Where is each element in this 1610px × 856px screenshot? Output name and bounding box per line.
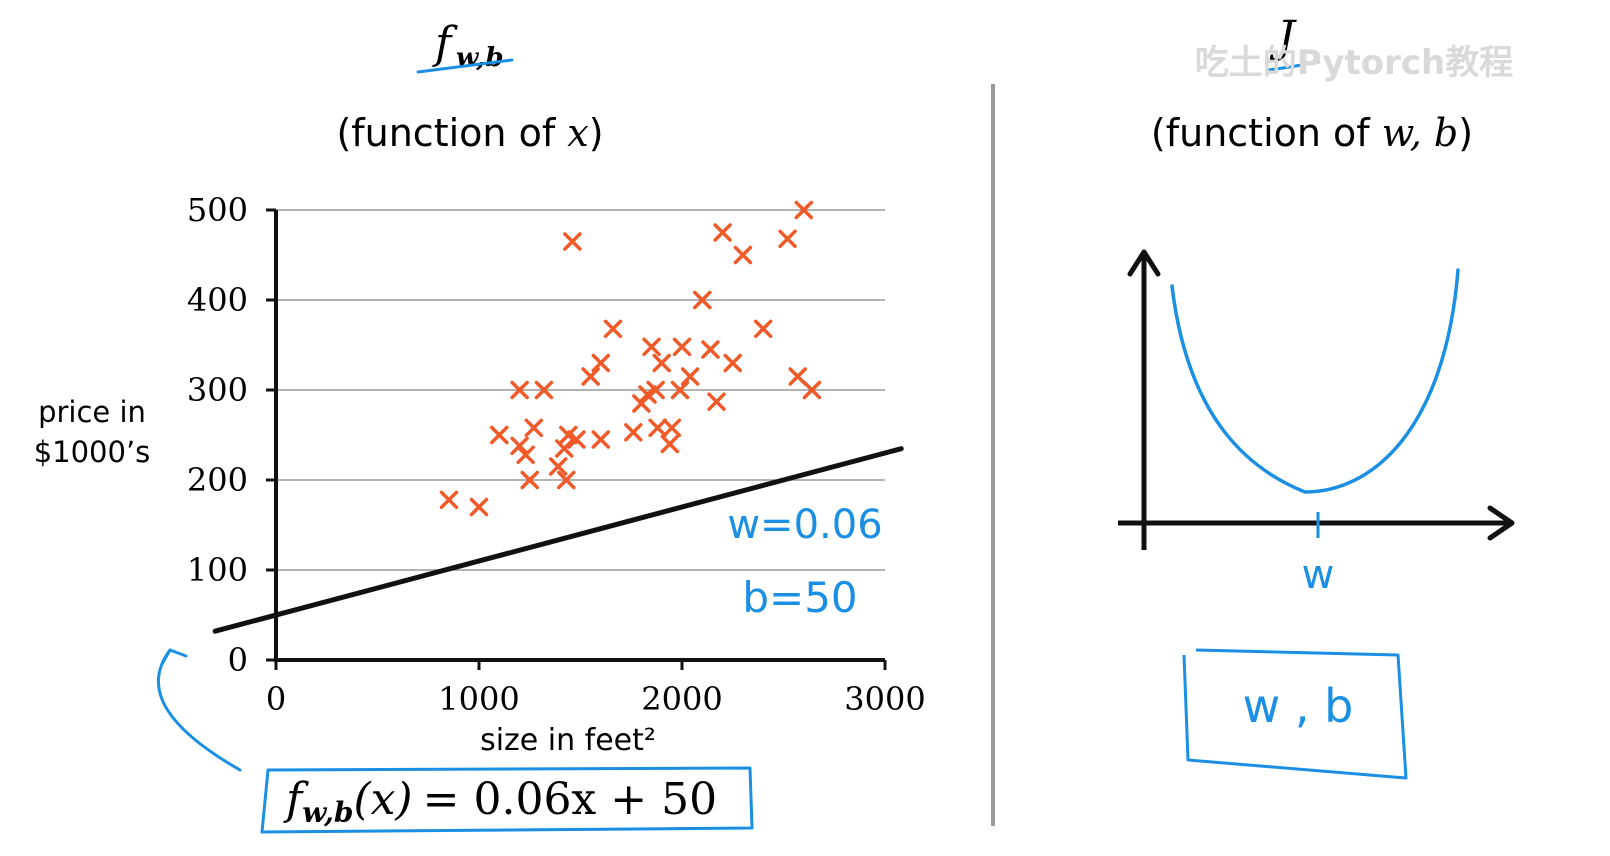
data-point xyxy=(469,497,489,517)
watermark: 吃土的Pytorch教程 xyxy=(1195,43,1513,83)
data-point xyxy=(788,367,807,386)
model-line xyxy=(212,446,904,634)
data-point xyxy=(555,439,574,458)
data-point xyxy=(520,470,539,490)
cost-y-arrow-icon xyxy=(1127,249,1161,277)
data-point xyxy=(439,490,459,510)
scatter-chart: 0 100 200 300 400 500 0 1000 2000 3000 size in f… xyxy=(34,191,926,758)
x-tick-label: 3000 xyxy=(844,680,925,718)
data-point xyxy=(753,319,773,339)
y-tick-label: 400 xyxy=(187,281,248,319)
data-point xyxy=(490,425,509,445)
y-tick-label: 0 xyxy=(228,641,248,679)
right-subtitle: (function of w, b) xyxy=(1151,111,1473,155)
data-point xyxy=(567,430,586,449)
data-point xyxy=(648,418,667,438)
data-point xyxy=(652,353,671,373)
x-tick-label: 1000 xyxy=(438,680,519,718)
y-tick-label: 300 xyxy=(187,371,248,409)
data-point xyxy=(693,290,712,310)
data-point xyxy=(534,380,554,400)
data-point xyxy=(557,470,576,490)
data-point xyxy=(510,436,529,456)
arrow-head-icon xyxy=(160,648,188,666)
y-axis-label-line2: $1000’s xyxy=(34,435,151,469)
y-axis-ticks: 0 100 200 300 400 500 xyxy=(187,191,276,679)
left-heading: f w,b xyxy=(416,18,514,74)
data-points xyxy=(439,200,822,517)
data-point xyxy=(794,200,814,220)
data-point xyxy=(701,340,720,359)
data-point xyxy=(802,380,822,400)
left-heading-subscript: w,b xyxy=(456,43,504,73)
data-point xyxy=(778,229,797,249)
data-point xyxy=(733,245,753,265)
y-tick-label: 200 xyxy=(187,461,248,499)
data-point xyxy=(516,445,535,465)
right-heading-underline xyxy=(1266,60,1320,72)
annotation-w: w=0.06 xyxy=(727,502,882,548)
data-point xyxy=(723,353,742,373)
data-point xyxy=(632,394,651,413)
left-subtitle: (function of x) xyxy=(336,111,603,155)
data-point xyxy=(624,423,643,442)
y-axis-label-line1: price in xyxy=(38,395,146,429)
data-point xyxy=(646,380,665,400)
left-heading-f: f xyxy=(432,18,458,69)
cost-x-arrow-icon xyxy=(1487,505,1515,541)
equation-box: fw,b(x) = 0.06x + 50 xyxy=(260,766,754,834)
data-point xyxy=(662,418,682,438)
data-point xyxy=(559,425,578,445)
data-point xyxy=(713,223,732,242)
annotation-b: b=50 xyxy=(742,573,857,622)
cost-x-label: w xyxy=(1302,552,1335,598)
heading-underline xyxy=(416,58,514,74)
x-axis-label: size in feet² xyxy=(480,723,656,758)
parameter-box-outline xyxy=(1182,648,1408,780)
data-point xyxy=(672,337,692,357)
data-point xyxy=(591,353,611,373)
data-point xyxy=(524,418,544,438)
data-point xyxy=(680,367,700,386)
data-point xyxy=(591,430,611,449)
grid-lines xyxy=(276,209,885,571)
data-point xyxy=(707,392,726,411)
parameter-box: w , b xyxy=(1182,648,1408,780)
data-point xyxy=(563,232,582,251)
data-point xyxy=(548,457,568,476)
parameter-box-label: w , b xyxy=(1243,679,1354,733)
data-point xyxy=(603,319,623,339)
cost-chart: w xyxy=(1118,249,1515,598)
data-point xyxy=(670,380,690,400)
cost-curve xyxy=(1170,268,1460,494)
data-point xyxy=(660,434,680,454)
equation-box-outline xyxy=(260,766,754,834)
data-point xyxy=(581,367,600,386)
data-point xyxy=(638,385,657,404)
x-tick-label: 0 xyxy=(266,680,286,718)
equation-text: fw,b(x) = 0.06x + 50 xyxy=(283,774,717,829)
y-tick-label: 500 xyxy=(187,191,248,229)
y-tick-label: 100 xyxy=(187,551,248,589)
x-axis-ticks: 0 1000 2000 3000 xyxy=(266,660,926,718)
x-tick-label: 2000 xyxy=(641,680,722,718)
data-point xyxy=(642,337,661,357)
data-point xyxy=(510,380,529,400)
